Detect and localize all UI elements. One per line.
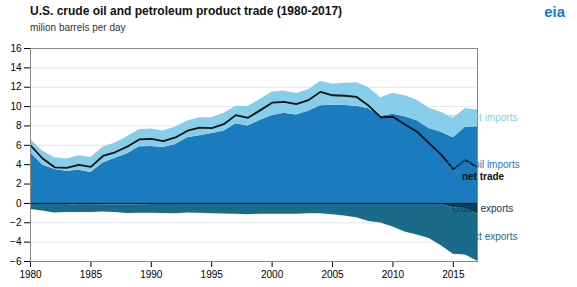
svg-text:product imports: product imports [449, 112, 518, 123]
svg-text:2: 2 [16, 178, 22, 189]
svg-text:2010: 2010 [382, 269, 405, 280]
svg-text:6: 6 [16, 140, 22, 151]
svg-text:14: 14 [10, 62, 22, 73]
svg-text:8: 8 [16, 120, 22, 131]
html-text:eia: eia [544, 3, 565, 20]
svg-text:4: 4 [16, 159, 22, 170]
html-text:milion barrels per day: milion barrels per day [30, 22, 126, 33]
svg-text:crude oil imports: crude oil imports [446, 159, 519, 170]
svg-text:product exports: product exports [449, 231, 518, 242]
svg-text:1995: 1995 [201, 269, 224, 280]
svg-text:−6: −6 [10, 256, 22, 267]
svg-text:16: 16 [10, 43, 22, 54]
svg-text:−2: −2 [10, 217, 22, 228]
svg-text:1990: 1990 [140, 269, 163, 280]
svg-text:10: 10 [10, 101, 22, 112]
svg-text:12: 12 [10, 81, 22, 92]
svg-text:2000: 2000 [261, 269, 284, 280]
svg-text:−4: −4 [10, 236, 22, 247]
html-text:U.S. crude oil and petroleum p: U.S. crude oil and petroleum product tra… [30, 4, 343, 18]
svg-text:net trade: net trade [462, 171, 505, 182]
svg-text:1980: 1980 [19, 269, 42, 280]
svg-text:2005: 2005 [321, 269, 344, 280]
svg-text:0: 0 [16, 198, 22, 209]
svg-text:crude exports: crude exports [453, 203, 514, 214]
svg-text:1985: 1985 [80, 269, 103, 280]
svg-text:2015: 2015 [442, 269, 465, 280]
